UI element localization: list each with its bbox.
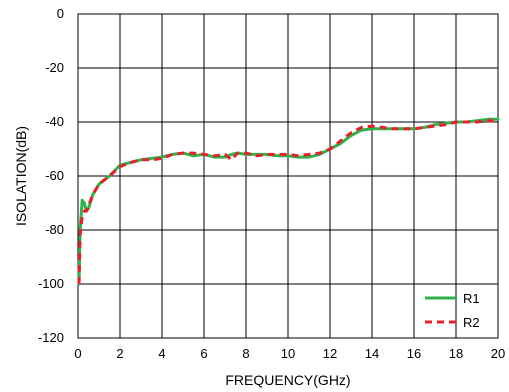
x-tick-label: 18 [449, 346, 463, 361]
y-axis-label: ISOLATION(dB) [13, 126, 29, 226]
y-tick-label: 0 [57, 6, 64, 21]
x-tick-label: 10 [281, 346, 295, 361]
y-tick-label: -40 [45, 114, 64, 129]
tick-labels: 0 2 4 6 8 10 12 14 16 18 20 0 -20 -40 -60 -80 -100 -120 [38, 6, 505, 361]
x-axis-label: FREQUENCY(GHz) [225, 372, 350, 388]
legend-label-r2: R2 [463, 315, 480, 330]
y-tick-label: -120 [38, 330, 64, 345]
x-tick-label: 20 [491, 346, 505, 361]
y-tick-label: -60 [45, 168, 64, 183]
plot-area [77, 13, 499, 339]
legend: R1 R2 [425, 291, 480, 330]
grid [77, 13, 499, 339]
x-tick-label: 2 [116, 346, 123, 361]
x-tick-label: 4 [158, 346, 165, 361]
y-tick-label: -80 [45, 222, 64, 237]
x-tick-label: 14 [365, 346, 379, 361]
y-tick-label: -20 [45, 60, 64, 75]
x-tick-label: 12 [323, 346, 337, 361]
x-tick-label: 8 [242, 346, 249, 361]
series-line-r2 [77, 119, 498, 285]
series-layer [77, 117, 500, 286]
x-tick-label: 0 [74, 346, 81, 361]
y-tick-label: -100 [38, 276, 64, 291]
x-tick-label: 6 [200, 346, 207, 361]
legend-label-r1: R1 [463, 291, 480, 306]
x-tick-label: 16 [407, 346, 421, 361]
